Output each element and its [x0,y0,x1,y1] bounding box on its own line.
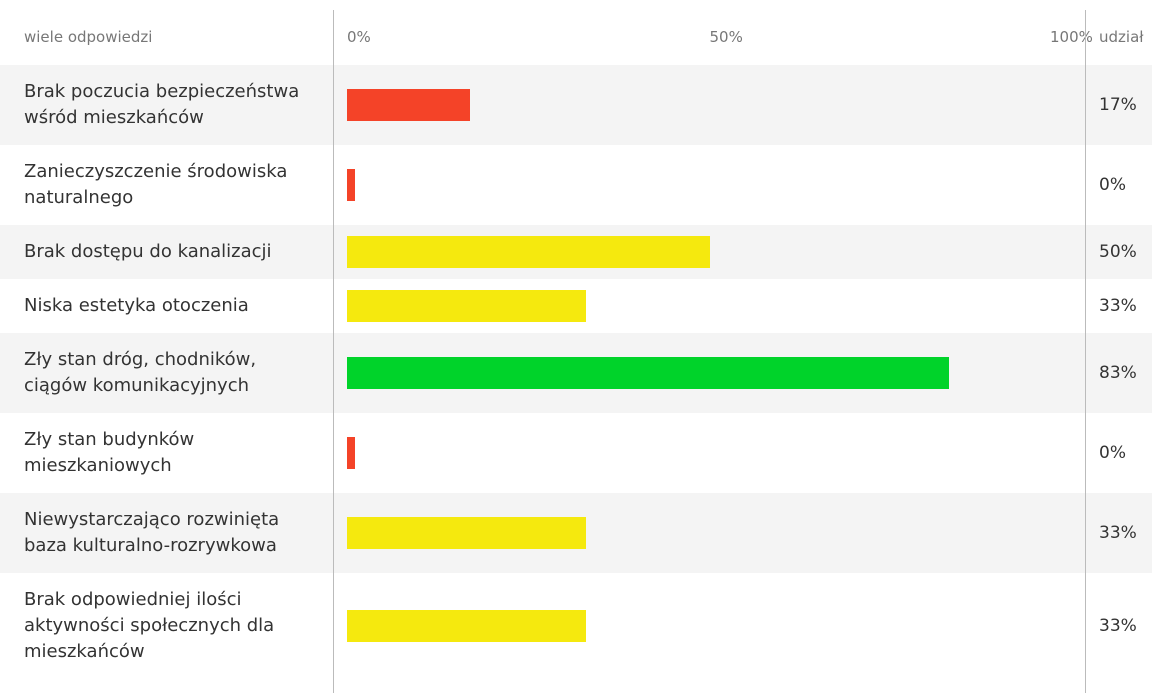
category-label: Brak odpowiedniej ilości aktywności społ… [24,589,275,662]
bar [347,357,949,389]
value-label: 50% [1099,242,1137,262]
value-label: 33% [1099,616,1137,636]
bar [347,610,587,642]
header: wiele odpowiedzi udział 0% 50% 100% [0,0,1152,65]
bar [347,517,587,549]
category-label: Niewystarczająco rozwinięta baza kultura… [24,509,280,556]
bar [347,169,355,201]
row: Brak poczucia bezpieczeństwa wśród miesz… [0,65,1152,145]
value-label: 83% [1099,363,1137,383]
value-label: 0% [1099,175,1126,195]
row: Niewystarczająco rozwinięta baza kultura… [0,493,1152,573]
row: Zanieczyszczenie środowiska naturalnego 0… [0,145,1152,225]
rows: Brak poczucia bezpieczeństwa wśród miesz… [0,65,1152,679]
bar [347,290,587,322]
category-label: Zły stan budynków mieszkaniowych [24,429,195,476]
divider [1085,10,1086,693]
value-label: 17% [1099,95,1137,115]
category-label: Zły stan dróg, chodników, ciągów komunik… [24,349,257,396]
row: Brak dostępu do kanalizacji 50% [0,225,1152,279]
x-tick-label: 0% [347,28,371,46]
share-label: udział [1099,28,1144,46]
category-label: Niska estetyka otoczenia [24,295,249,316]
row: Niska estetyka otoczenia 33% [0,279,1152,333]
value-label: 0% [1099,443,1126,463]
value-label: 33% [1099,296,1137,316]
divider [333,10,334,693]
bar [347,89,471,121]
row: Zły stan dróg, chodników, ciągów komunik… [0,333,1152,413]
category-label: Zanieczyszczenie środowiska naturalnego [24,161,288,208]
header-label: wiele odpowiedzi [24,28,153,46]
row: Zły stan budynków mieszkaniowych 0% [0,413,1152,493]
bar [347,437,355,469]
category-label: Brak dostępu do kanalizacji [24,241,272,262]
value-label: 33% [1099,523,1137,543]
row: Brak odpowiedniej ilości aktywności społ… [0,573,1152,679]
x-tick-label: 50% [709,28,743,46]
x-tick-label: 100% [1050,28,1093,46]
bar [347,236,710,268]
category-label: Brak poczucia bezpieczeństwa wśród miesz… [24,81,300,128]
